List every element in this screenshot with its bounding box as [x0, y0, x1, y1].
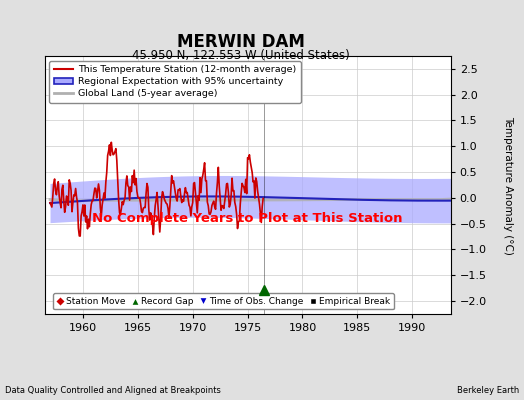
Legend: Station Move, Record Gap, Time of Obs. Change, Empirical Break: Station Move, Record Gap, Time of Obs. C…	[53, 293, 394, 310]
Y-axis label: Temperature Anomaly (°C): Temperature Anomaly (°C)	[504, 116, 514, 254]
Text: Berkeley Earth: Berkeley Earth	[456, 386, 519, 395]
Text: Data Quality Controlled and Aligned at Breakpoints: Data Quality Controlled and Aligned at B…	[5, 386, 221, 395]
Text: No Complete Years to Plot at This Station: No Complete Years to Plot at This Statio…	[92, 212, 403, 225]
Text: MERWIN DAM: MERWIN DAM	[177, 33, 305, 51]
Text: 45.950 N, 122.553 W (United States): 45.950 N, 122.553 W (United States)	[132, 49, 350, 62]
